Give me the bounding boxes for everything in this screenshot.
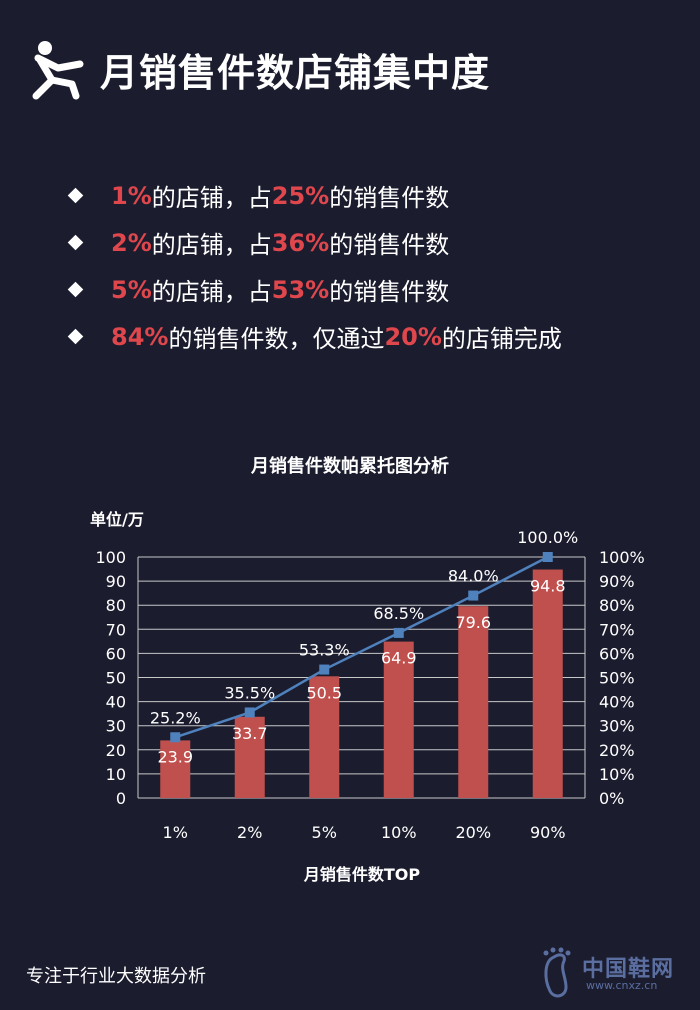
bullet-highlight: 2% bbox=[111, 228, 152, 257]
person-pushing-icon bbox=[32, 41, 84, 100]
line-data-label: 25.2% bbox=[150, 708, 201, 727]
y-tick-label: 50 bbox=[106, 669, 126, 688]
watermark-url: www.cnxz.cn bbox=[586, 979, 658, 992]
bar-data-label: 94.8 bbox=[530, 577, 566, 596]
y2-tick-label: 30% bbox=[599, 717, 635, 736]
line-point bbox=[244, 707, 255, 718]
line-point bbox=[468, 590, 479, 601]
bar-data-label: 64.9 bbox=[381, 649, 417, 668]
y2-tick-label: 50% bbox=[599, 669, 635, 688]
y2-tick-label: 100% bbox=[599, 548, 645, 567]
y-tick-label: 10 bbox=[106, 765, 126, 784]
x-axis-title: 月销售件数TOP bbox=[303, 865, 421, 884]
bar-data-label: 50.5 bbox=[306, 683, 342, 702]
header: 月销售件数店铺集中度 bbox=[28, 34, 490, 104]
bullet-highlight: 53% bbox=[271, 275, 330, 304]
x-tick-label: 2% bbox=[237, 823, 262, 842]
bullet-text: 的店铺，占 bbox=[151, 278, 272, 306]
x-tick-label: 20% bbox=[455, 823, 491, 842]
y2-tick-label: 70% bbox=[599, 620, 635, 639]
bullet-text: 的销售件数 bbox=[329, 231, 450, 259]
y-tick-label: 80 bbox=[106, 596, 126, 615]
bullet-highlight: 36% bbox=[271, 228, 330, 257]
line-point bbox=[393, 627, 404, 638]
x-tick-label: 10% bbox=[381, 823, 417, 842]
bar bbox=[532, 569, 563, 798]
x-tick-label: 1% bbox=[163, 823, 188, 842]
y-tick-label: 90 bbox=[106, 572, 126, 591]
x-tick-label: 90% bbox=[530, 823, 566, 842]
bullet-highlight: 25% bbox=[271, 181, 330, 210]
bar bbox=[383, 641, 414, 798]
chart-title: 月销售件数帕累托图分析 bbox=[251, 456, 449, 477]
page-title: 月销售件数店铺集中度 bbox=[100, 50, 491, 95]
bullet-item: 2% 的店铺，占 36% 的销售件数 bbox=[67, 219, 562, 266]
y-tick-label: 70 bbox=[106, 620, 126, 639]
y2-tick-label: 10% bbox=[599, 765, 635, 784]
bullet-highlight: 20% bbox=[384, 322, 442, 351]
y-axis-title: 单位/万 bbox=[90, 510, 144, 529]
y-tick-label: 0 bbox=[116, 789, 126, 808]
bar-data-label: 33.7 bbox=[232, 724, 268, 743]
line-data-label: 100.0% bbox=[517, 528, 578, 547]
y-tick-label: 100 bbox=[95, 548, 126, 567]
y-tick-label: 20 bbox=[106, 741, 126, 760]
bar bbox=[160, 740, 191, 798]
bullet-text: 的销售件数 bbox=[329, 278, 450, 306]
x-tick-label: 5% bbox=[312, 823, 337, 842]
watermark: 中国鞋网 www.cnxz.cn bbox=[540, 945, 690, 1000]
line-data-label: 53.3% bbox=[299, 641, 350, 660]
line-data-label: 84.0% bbox=[448, 567, 499, 586]
footprint-logo-icon bbox=[543, 947, 571, 998]
y-tick-label: 30 bbox=[106, 717, 126, 736]
bullet-highlight: 84% bbox=[111, 322, 169, 351]
cumulative-line bbox=[174, 555, 549, 739]
bar-data-label: 23.9 bbox=[157, 747, 193, 766]
y2-tick-label: 40% bbox=[599, 693, 635, 712]
y-tick-label: 60 bbox=[106, 644, 126, 663]
y2-tick-label: 80% bbox=[599, 596, 635, 615]
pareto-chart: 0 10 20 30 40 50 60 70 80 90 100 0% 10% 20% 30% 40% 50% 6… bbox=[90, 510, 645, 884]
bullet-item: 84% 的销售件数，仅通过 20% 的店铺完成 bbox=[67, 313, 562, 360]
bullet-item: 1% 的店铺，占 25% 的销售件数 bbox=[67, 172, 562, 219]
bar-data-label: 79.6 bbox=[455, 613, 491, 632]
bullet-item: 5% 的店铺，占 53% 的销售件数 bbox=[67, 266, 562, 313]
y2-tick-label: 20% bbox=[599, 741, 635, 760]
bullet-text: 的店铺，占 bbox=[151, 184, 272, 212]
bullet-highlight: 5% bbox=[111, 275, 152, 304]
bar bbox=[234, 716, 265, 798]
line-data-label: 68.5% bbox=[373, 604, 424, 623]
watermark-name: 中国鞋网 bbox=[582, 957, 675, 982]
y2-tick-label: 0% bbox=[599, 789, 624, 808]
line-point bbox=[542, 552, 553, 562]
footer-text: 专注于行业大数据分析 bbox=[26, 966, 206, 987]
bar bbox=[309, 676, 340, 798]
bar bbox=[458, 606, 489, 798]
y-tick-label: 40 bbox=[106, 693, 126, 712]
bullet-text: 的销售件数，仅通过 bbox=[168, 325, 385, 353]
bullet-list: 1% 的店铺，占 25% 的销售件数 2% 的店铺，占 36% 的销售件数 5% 的店铺，占 5… bbox=[67, 172, 562, 360]
bullet-text: 的销售件数 bbox=[329, 184, 450, 212]
line-data-label: 35.5% bbox=[224, 683, 275, 702]
y2-tick-label: 90% bbox=[599, 572, 635, 591]
y2-tick-label: 60% bbox=[599, 644, 635, 663]
bullet-highlight: 1% bbox=[111, 181, 152, 210]
line-point bbox=[170, 732, 181, 743]
bullet-text: 的店铺，占 bbox=[151, 231, 272, 259]
bullet-text: 的店铺完成 bbox=[441, 325, 562, 353]
line-point bbox=[319, 664, 330, 675]
